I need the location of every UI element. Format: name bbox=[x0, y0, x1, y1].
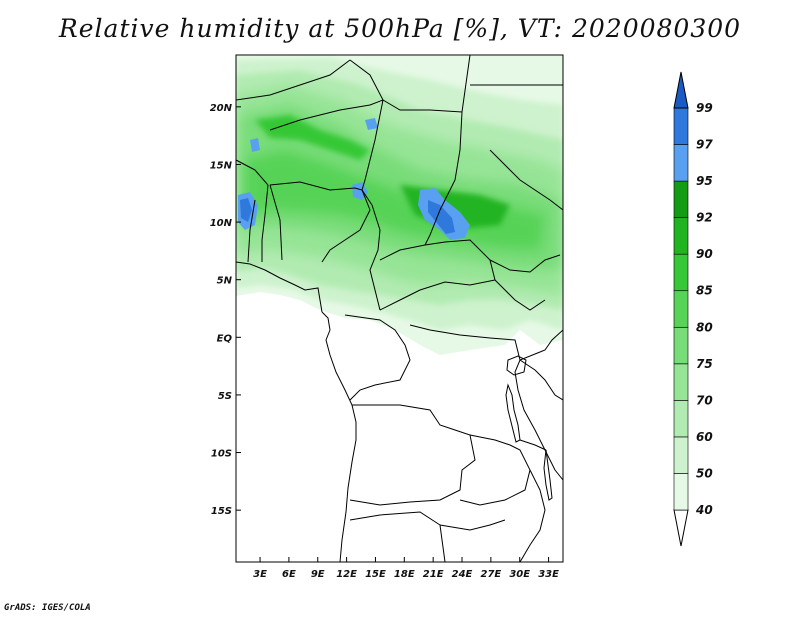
colorbar-label: 40 bbox=[695, 503, 713, 517]
border-drc-east bbox=[409, 324, 521, 361]
humidity-region-95d bbox=[250, 138, 260, 152]
colorbar-label: 90 bbox=[696, 247, 713, 261]
humidity-region-97b bbox=[428, 200, 455, 234]
chart-title: Relative humidity at 500hPa [%], VT: 202… bbox=[58, 14, 742, 43]
colorbar-label: 80 bbox=[696, 320, 713, 334]
lat-tick-label: EQ bbox=[217, 333, 233, 344]
humidity-region-97 bbox=[240, 198, 252, 222]
longitude-axis: 3E 6E 9E 12E 15E 18E 21E 24E 27E 30E 33E bbox=[253, 557, 559, 580]
colorbar-upper-cap bbox=[673, 71, 689, 109]
coastline-west-africa bbox=[236, 261, 323, 313]
lon-tick-label: 3E bbox=[253, 569, 267, 580]
lon-tick-label: 21E bbox=[423, 569, 444, 580]
border-nigeria bbox=[269, 181, 371, 263]
colorbar-swatch bbox=[673, 436, 689, 474]
border-west-africa-inner bbox=[236, 159, 283, 263]
humidity-region-95e bbox=[365, 118, 378, 130]
colorbar-swatch bbox=[673, 473, 689, 511]
lon-tick-label: 6E bbox=[282, 569, 296, 580]
lat-tick-label: 15N bbox=[210, 160, 233, 171]
lake-tanganyika bbox=[505, 383, 521, 443]
border-niger-chad bbox=[269, 99, 384, 191]
colorbar-swatch bbox=[673, 290, 689, 328]
border-congo-drc bbox=[344, 314, 411, 401]
coastline-east-africa bbox=[514, 329, 563, 481]
colorbar-swatch bbox=[673, 363, 689, 401]
colorbar-label: 70 bbox=[696, 393, 713, 407]
colorbar-label: 99 bbox=[696, 101, 713, 115]
border-sahara-north bbox=[236, 55, 471, 113]
border-angola bbox=[349, 404, 476, 506]
lon-tick-label: 33E bbox=[538, 569, 559, 580]
border-chad-sudan bbox=[424, 111, 463, 246]
map-frame bbox=[235, 54, 564, 563]
colorbar-swatch bbox=[673, 253, 689, 292]
lon-tick-label: 24E bbox=[452, 569, 473, 580]
lat-tick-label: 20N bbox=[210, 103, 233, 114]
humidity-field bbox=[236, 56, 563, 355]
latitude-axis: 20N 15N 10N 5N EQ 5S 10S 15S bbox=[210, 103, 241, 517]
border-zambia bbox=[459, 434, 531, 506]
colorbar-lower-cap bbox=[673, 509, 689, 547]
lat-tick-label: 10S bbox=[211, 449, 232, 460]
lake-malawi bbox=[543, 449, 553, 501]
border-namibia-botswana bbox=[349, 511, 506, 562]
colorbar-label: 92 bbox=[696, 211, 713, 225]
humidity-region-90 bbox=[255, 115, 370, 160]
grads-credit: GrADS: IGES/COLA bbox=[4, 603, 91, 613]
lon-tick-label: 12E bbox=[336, 569, 357, 580]
colorbar-label: 97 bbox=[696, 138, 713, 152]
lon-tick-label: 9E bbox=[311, 569, 325, 580]
border-tanzania bbox=[519, 359, 563, 451]
border-cameroon bbox=[361, 189, 381, 311]
border-sudan-east bbox=[470, 84, 563, 211]
colorbar-label: 50 bbox=[696, 466, 713, 480]
colorbar-swatch bbox=[673, 180, 689, 218]
colorbar-label: 60 bbox=[696, 430, 713, 444]
border-south-sudan bbox=[489, 254, 561, 311]
colorbar-label: 75 bbox=[696, 357, 713, 371]
border-car bbox=[379, 239, 496, 311]
colorbar-swatch bbox=[673, 144, 689, 182]
colorbar-swatch bbox=[673, 107, 689, 145]
lat-tick-label: 15S bbox=[211, 506, 232, 517]
lon-tick-label: 27E bbox=[480, 569, 501, 580]
lon-tick-label: 18E bbox=[394, 569, 415, 580]
colorbar-swatch bbox=[673, 217, 689, 255]
lon-tick-label: 15E bbox=[365, 569, 386, 580]
lat-tick-label: 10N bbox=[210, 218, 233, 229]
country-borders bbox=[236, 55, 563, 562]
colorbar-label: 95 bbox=[696, 174, 713, 188]
lon-tick-label: 30E bbox=[509, 569, 530, 580]
colorbar-label: 85 bbox=[696, 284, 713, 298]
border-mozambique bbox=[519, 469, 546, 562]
coastline-central-africa bbox=[321, 311, 357, 562]
lake-victoria bbox=[506, 355, 527, 376]
colorbar-swatch bbox=[673, 326, 689, 365]
colorbar: 40 50 60 70 75 80 85 90 92 95 97 99 bbox=[673, 71, 713, 547]
lat-tick-label: 5S bbox=[218, 391, 232, 402]
colorbar-swatch bbox=[673, 400, 689, 438]
lat-tick-label: 5N bbox=[217, 276, 233, 287]
